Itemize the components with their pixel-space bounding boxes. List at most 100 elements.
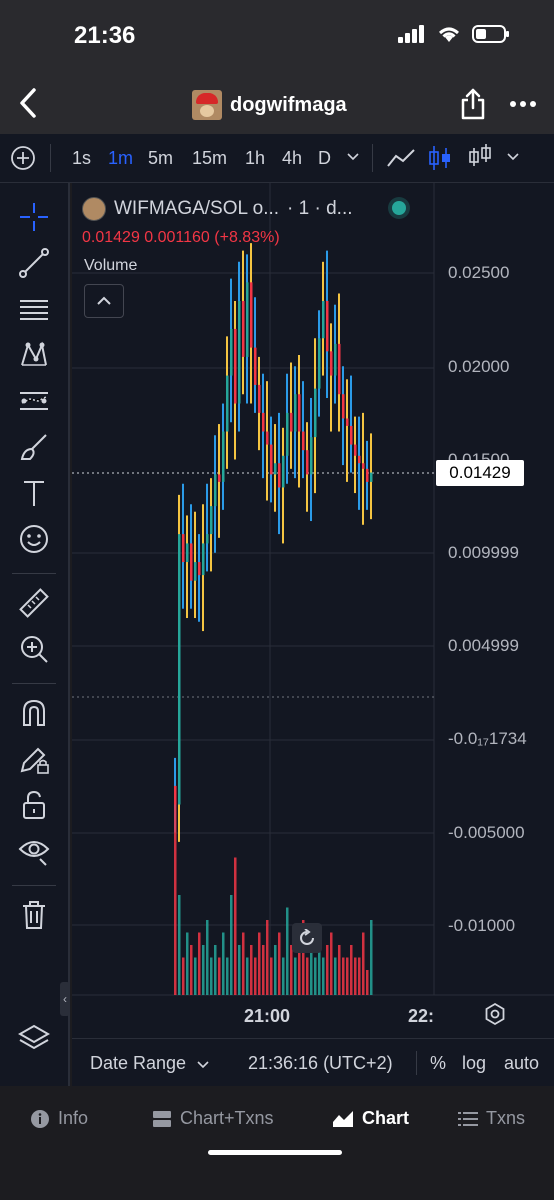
text-tool[interactable] — [14, 475, 54, 511]
candle-body — [358, 455, 361, 464]
more-icon[interactable] — [508, 96, 538, 112]
toolbar-collapse-handle[interactable]: ‹ — [60, 982, 70, 1016]
candle-body — [230, 328, 233, 376]
volume-bar — [214, 945, 217, 995]
pattern-tool[interactable] — [14, 337, 54, 373]
volume-bar — [302, 920, 305, 995]
measure-tool[interactable] — [14, 585, 54, 621]
interval-D[interactable]: D — [318, 148, 331, 168]
volume-bar — [226, 957, 229, 995]
magnet-tool[interactable] — [14, 695, 54, 731]
token-title: dogwifmaga — [192, 90, 347, 120]
pair-symbol: WIFMAGA/SOL o... — [114, 198, 280, 219]
emoji-tool[interactable] — [14, 521, 54, 557]
list-icon — [458, 1111, 478, 1126]
volume-bar — [362, 932, 365, 995]
volume-bar — [258, 932, 261, 995]
interval-1s[interactable]: 1s — [72, 148, 92, 168]
crosshair-tool[interactable] — [14, 199, 54, 235]
log-scale-toggle[interactable]: log — [462, 1053, 487, 1073]
candle-body — [342, 394, 345, 419]
interval-4h[interactable]: 4h — [282, 148, 303, 168]
date-range-button[interactable]: Date Range — [90, 1053, 209, 1074]
candle-body — [290, 412, 293, 432]
chevron-down-icon — [197, 1061, 209, 1069]
horizontal-lines-icon — [20, 300, 48, 320]
forecast-icon — [20, 392, 48, 410]
candle-body — [238, 300, 241, 404]
trend-line-tool[interactable] — [14, 245, 54, 281]
candle-body — [218, 474, 221, 482]
candle-body — [234, 328, 237, 404]
volume-bar — [202, 945, 205, 995]
price-axis-label: 0.004999 — [448, 636, 519, 655]
candle-body — [254, 347, 257, 385]
timezone-clock[interactable]: 21:36:16 (UTC+2) — [248, 1053, 393, 1073]
candle-body — [350, 425, 353, 445]
candles-icon[interactable] — [428, 144, 452, 172]
volume-bar — [182, 957, 185, 995]
tab-chart-txns[interactable]: Chart+Txns — [152, 1108, 274, 1129]
tab-txns[interactable]: Txns — [458, 1108, 525, 1129]
candle-body — [250, 282, 253, 348]
back-chevron-icon[interactable] — [14, 86, 44, 120]
bottom-tab-bar: Info Chart+Txns Chart Txns — [0, 1086, 554, 1200]
volume-bar — [338, 945, 341, 995]
candle-body — [202, 543, 205, 576]
share-icon[interactable] — [458, 88, 488, 120]
battery-icon — [472, 25, 509, 43]
nav-bar: dogwifmaga — [0, 72, 554, 134]
interval-1h[interactable]: 1h — [245, 148, 266, 168]
volume-bar — [274, 945, 277, 995]
add-indicator-icon[interactable] — [10, 145, 36, 171]
visibility-tool[interactable] — [14, 833, 54, 869]
status-time: 21:36 — [74, 22, 136, 49]
fib-tool[interactable] — [14, 291, 54, 327]
home-indicator — [208, 1150, 342, 1155]
chart-area[interactable]: WIFMAGA/SOL o... · 1 · d... 0.01429 0.00… — [72, 183, 554, 1086]
tab-chart[interactable]: Chart — [332, 1108, 409, 1129]
reset-chart-button[interactable] — [292, 923, 322, 953]
delete-tool[interactable] — [14, 897, 54, 933]
auto-scale-toggle[interactable]: auto — [504, 1053, 540, 1073]
candle-body — [282, 455, 285, 488]
unlock-tool[interactable] — [14, 787, 54, 823]
token-avatar — [192, 90, 222, 120]
price-chart[interactable] — [72, 183, 554, 1003]
forecast-tool[interactable] — [14, 383, 54, 419]
lock-drawing-tool[interactable] — [14, 741, 54, 777]
interval-1m[interactable]: 1m — [108, 148, 134, 168]
percent-scale-toggle[interactable]: % — [430, 1053, 447, 1073]
collapse-legend-button[interactable] — [84, 284, 124, 318]
candle-body — [222, 431, 225, 482]
chart-settings-button[interactable] — [482, 1001, 508, 1027]
volume-bar — [266, 920, 269, 995]
tool-separator — [12, 573, 56, 574]
time-axis-label: 21:00 — [244, 1006, 291, 1026]
interval-dropdown-chevron-icon[interactable] — [346, 152, 360, 162]
volume-bar — [262, 945, 265, 995]
interval-5m[interactable]: 5m — [148, 148, 174, 168]
price-axis-label: -0.01000 — [448, 916, 516, 935]
tab-info[interactable]: Info — [30, 1108, 88, 1129]
reset-icon — [300, 929, 314, 945]
candle-body — [314, 388, 317, 438]
brush-tool[interactable] — [14, 429, 54, 465]
candle-body — [178, 534, 181, 805]
volume-bar — [198, 932, 201, 995]
trash-icon — [23, 901, 45, 929]
wifi-icon — [439, 27, 459, 42]
volume-bar — [298, 945, 301, 995]
pattern-icon — [21, 341, 47, 366]
bars-icon[interactable] — [468, 142, 492, 172]
candles — [174, 243, 373, 842]
volume-bar — [282, 957, 285, 995]
object-tree-tool[interactable] — [14, 1021, 54, 1057]
chart-legend[interactable]: WIFMAGA/SOL o... · 1 · d... — [82, 197, 353, 221]
volume-bar — [370, 920, 373, 995]
interval-15m[interactable]: 15m — [192, 148, 228, 168]
chart-type-dropdown-chevron-icon[interactable] — [506, 152, 520, 162]
volume-bar — [210, 957, 213, 995]
zoom-tool[interactable] — [14, 631, 54, 667]
line-chart-icon[interactable] — [386, 146, 416, 170]
